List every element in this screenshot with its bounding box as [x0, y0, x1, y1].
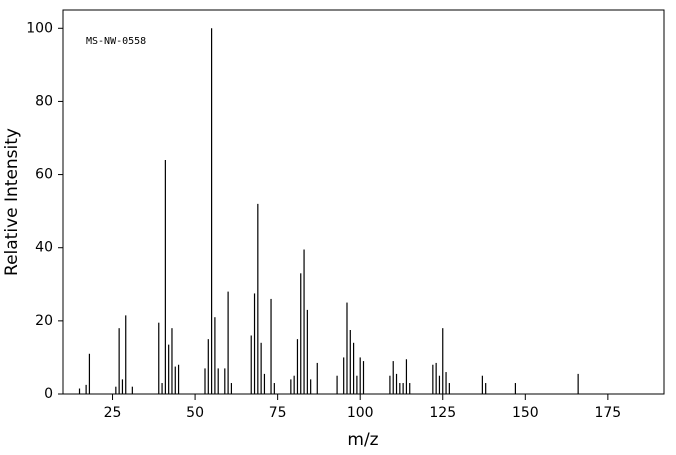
y-axis-label: Relative Intensity	[2, 128, 22, 276]
y-tick-label: 60	[35, 167, 53, 183]
y-tick-label: 20	[35, 313, 53, 329]
x-tick-label: 150	[512, 405, 539, 421]
y-tick-label: 0	[44, 386, 53, 402]
x-tick-label: 125	[429, 405, 456, 421]
x-tick-label: 100	[347, 405, 374, 421]
annotation: MS-NW-0558	[86, 36, 146, 47]
plot-frame	[62, 9, 665, 395]
x-tick-label: 75	[269, 405, 287, 421]
x-tick-label: 25	[104, 405, 122, 421]
x-axis-label: m/z	[347, 430, 378, 450]
y-tick-label: 100	[26, 20, 53, 36]
y-tick-label: 80	[35, 93, 53, 109]
y-tick-label: 40	[35, 240, 53, 256]
x-tick-label: 175	[594, 405, 621, 421]
x-tick-label: 50	[186, 405, 204, 421]
